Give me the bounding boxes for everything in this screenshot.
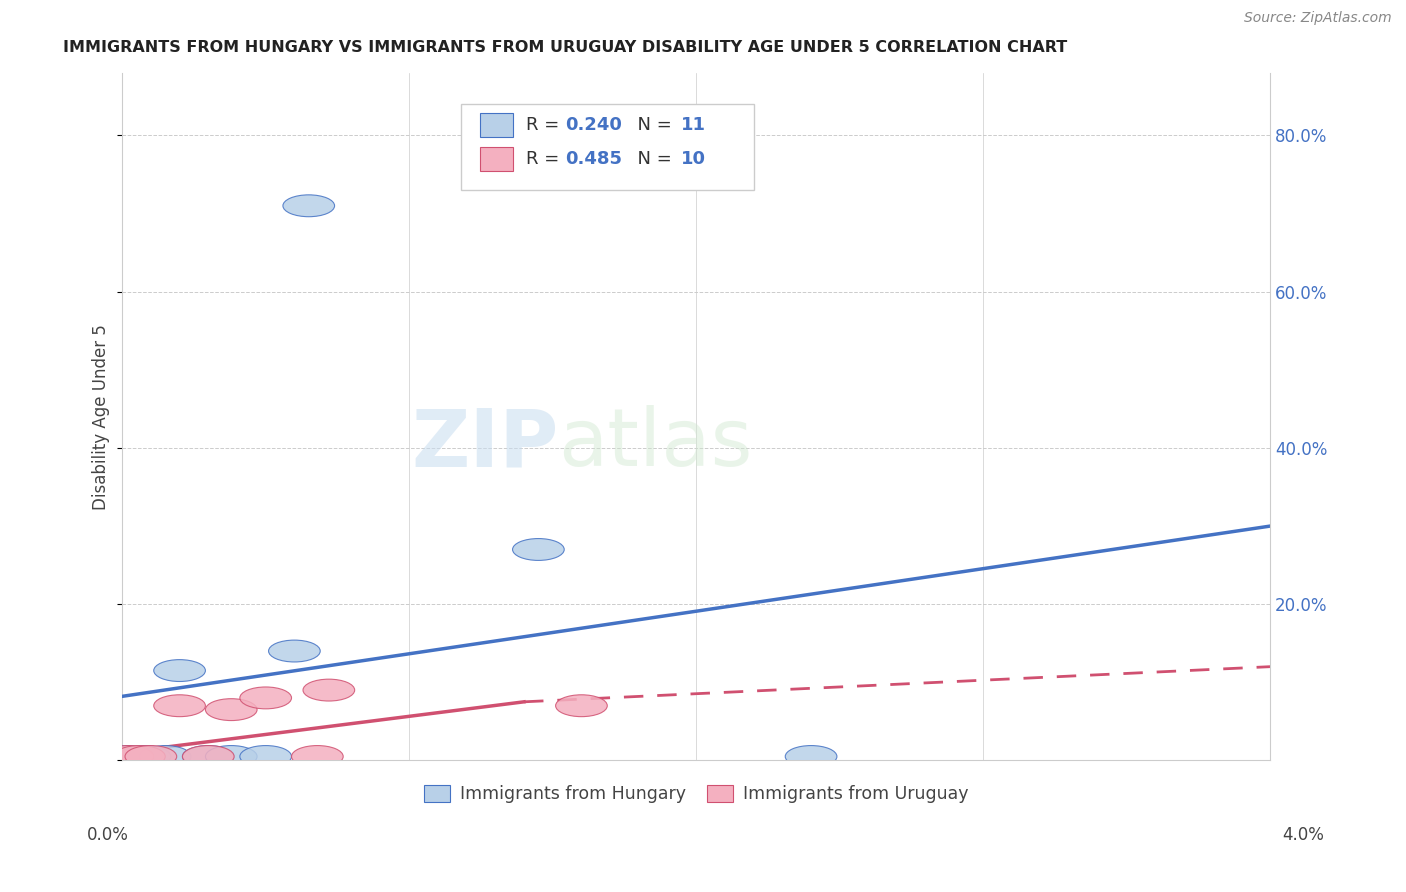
Text: ZIP: ZIP bbox=[411, 405, 558, 483]
FancyBboxPatch shape bbox=[461, 103, 754, 190]
FancyBboxPatch shape bbox=[481, 113, 513, 136]
Ellipse shape bbox=[291, 746, 343, 767]
Text: R =: R = bbox=[526, 150, 565, 169]
Text: 0.485: 0.485 bbox=[565, 150, 623, 169]
Ellipse shape bbox=[240, 746, 291, 767]
Text: Source: ZipAtlas.com: Source: ZipAtlas.com bbox=[1244, 12, 1392, 25]
Text: N =: N = bbox=[626, 116, 678, 134]
Ellipse shape bbox=[114, 746, 166, 767]
Ellipse shape bbox=[153, 695, 205, 716]
Text: R =: R = bbox=[526, 116, 565, 134]
Ellipse shape bbox=[183, 746, 235, 767]
Ellipse shape bbox=[153, 659, 205, 681]
Text: 10: 10 bbox=[682, 150, 706, 169]
FancyBboxPatch shape bbox=[481, 147, 513, 171]
Text: 4.0%: 4.0% bbox=[1282, 826, 1324, 844]
Legend: Immigrants from Hungary, Immigrants from Uruguay: Immigrants from Hungary, Immigrants from… bbox=[416, 778, 976, 810]
Ellipse shape bbox=[786, 746, 837, 767]
Ellipse shape bbox=[555, 695, 607, 716]
Ellipse shape bbox=[283, 194, 335, 217]
Ellipse shape bbox=[304, 679, 354, 701]
Y-axis label: Disability Age Under 5: Disability Age Under 5 bbox=[93, 324, 110, 509]
Ellipse shape bbox=[240, 687, 291, 709]
Text: IMMIGRANTS FROM HUNGARY VS IMMIGRANTS FROM URUGUAY DISABILITY AGE UNDER 5 CORREL: IMMIGRANTS FROM HUNGARY VS IMMIGRANTS FR… bbox=[63, 40, 1067, 55]
Ellipse shape bbox=[513, 539, 564, 560]
Ellipse shape bbox=[205, 698, 257, 721]
Ellipse shape bbox=[120, 746, 172, 767]
Text: N =: N = bbox=[626, 150, 678, 169]
Text: 11: 11 bbox=[682, 116, 706, 134]
Ellipse shape bbox=[205, 746, 257, 767]
Ellipse shape bbox=[125, 746, 177, 767]
Text: 0.0%: 0.0% bbox=[87, 826, 129, 844]
Ellipse shape bbox=[183, 746, 235, 767]
Text: atlas: atlas bbox=[558, 405, 752, 483]
Ellipse shape bbox=[139, 746, 191, 767]
Ellipse shape bbox=[103, 746, 153, 767]
Ellipse shape bbox=[103, 746, 153, 767]
Ellipse shape bbox=[269, 640, 321, 662]
Text: 0.240: 0.240 bbox=[565, 116, 623, 134]
